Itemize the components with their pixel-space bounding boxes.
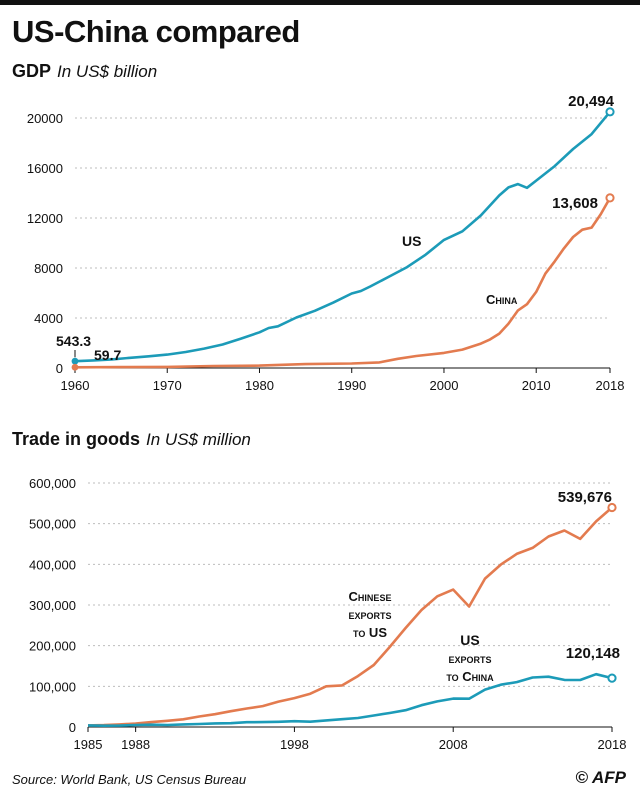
trade-title: Trade in goods — [12, 429, 141, 449]
y-tick-label: 500,000 — [29, 517, 76, 532]
top-rule — [0, 0, 640, 5]
series-line-0 — [74, 110, 612, 363]
gdp-heading: GDP In US$ billion — [12, 61, 157, 82]
y-tick-label: 4000 — [34, 311, 63, 326]
us-start-label: 543.3 — [56, 333, 91, 349]
series-line-1 — [87, 672, 613, 728]
afp-logo: © AFP — [575, 768, 626, 787]
x-tick-label: 1985 — [74, 737, 103, 752]
y-tick-label: 20000 — [27, 111, 63, 126]
y-tick-label: 16000 — [27, 161, 63, 176]
x-tick-label: 2000 — [430, 378, 459, 393]
x-tick-label: 2018 — [596, 378, 625, 393]
y-tick-label: 8000 — [34, 261, 63, 276]
china-start-point — [71, 363, 79, 371]
x-tick-label: 1980 — [245, 378, 274, 393]
series-line-0 — [87, 506, 613, 727]
y-tick-label: 200,000 — [29, 639, 76, 654]
gdp-unit-label: In US$ billion — [57, 62, 158, 81]
series-line-1 — [74, 197, 612, 369]
x-tick-label: 2010 — [522, 378, 551, 393]
china-exports-series-label: Chinese — [349, 589, 392, 604]
china-exports-series-label: exports — [348, 607, 391, 622]
x-tick-label: 1990 — [337, 378, 366, 393]
afp-credit: © AFP — [575, 768, 626, 788]
y-tick-label: 600,000 — [29, 476, 76, 491]
y-tick-label: 0 — [56, 361, 63, 376]
gdp-title: GDP — [12, 61, 52, 81]
us-exports-end-label: 120,148 — [566, 645, 620, 662]
x-tick-label: 1988 — [121, 737, 150, 752]
trade-chart: 0 100,000 200,000 300,000 400,000 500,000 600,… — [29, 476, 627, 752]
us-exports-series-label: exports — [448, 651, 491, 666]
series-end-point-1 — [605, 193, 615, 203]
y-tick-label: 300,000 — [29, 598, 76, 613]
x-tick-label: 2018 — [598, 737, 627, 752]
us-end-value-label: 20,494 — [568, 93, 615, 110]
gdp-chart: 0 4000 8000 12000 16000 20000 1960 1970 1980 1990… — [27, 93, 625, 393]
china-start-label: 59.7 — [94, 347, 121, 363]
x-tick-label: 2008 — [439, 737, 468, 752]
y-tick-label: 400,000 — [29, 557, 76, 572]
series-end-point-1 — [607, 673, 617, 683]
y-tick-label: 12000 — [27, 211, 63, 226]
source-note: Source: World Bank, US Census Bureau — [12, 772, 247, 787]
china-end-value-label: 13,608 — [552, 195, 598, 212]
china-exports-end-label: 539,676 — [558, 489, 612, 506]
trade-unit-label: In US$ million — [146, 430, 251, 449]
y-tick-label: 0 — [69, 720, 76, 735]
page-title: US-China compared — [12, 14, 300, 49]
us-exports-series-label: to China — [446, 669, 494, 684]
x-tick-label: 1960 — [61, 378, 90, 393]
us-series-label: US — [402, 233, 421, 249]
series-end-point-0 — [607, 502, 617, 513]
us-start-point — [71, 357, 79, 365]
trade-heading: Trade in goods In US$ million — [12, 429, 251, 450]
us-exports-series-label: US — [460, 632, 479, 648]
y-tick-label: 100,000 — [29, 679, 76, 694]
x-tick-label: 1998 — [280, 737, 309, 752]
china-exports-series-label: to US — [353, 625, 387, 640]
x-tick-label: 1970 — [153, 378, 182, 393]
series-end-point-0 — [605, 107, 615, 117]
china-series-label: China — [486, 292, 518, 307]
